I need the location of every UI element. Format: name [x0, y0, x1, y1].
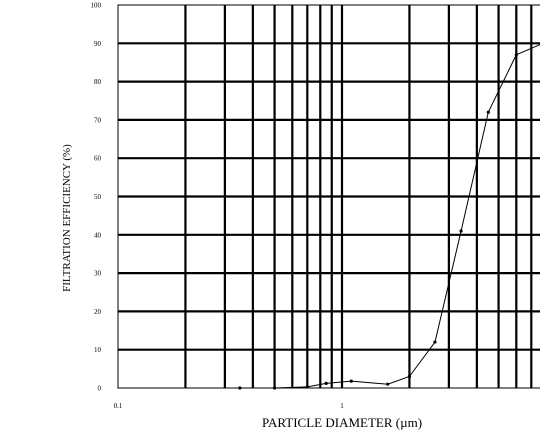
data-point — [514, 53, 518, 57]
y-tick-label: 60 — [94, 155, 102, 163]
data-point — [486, 110, 490, 114]
x-tick-label: 0.1 — [114, 402, 123, 410]
x-tick-label: 1 — [340, 402, 344, 410]
data-point — [324, 381, 328, 386]
data-point — [433, 340, 437, 344]
y-tick-label: 100 — [91, 2, 102, 10]
series-layer — [238, 44, 540, 390]
gridlines — [118, 5, 540, 388]
plot-frame — [117, 4, 540, 389]
y-tick-label: 70 — [94, 116, 102, 124]
data-point — [386, 382, 390, 386]
y-tick-label: 0 — [98, 385, 102, 393]
x-tick-labels: 0.1 1 — [114, 402, 345, 410]
y-axis-title: FILTRATION EFFICIENCY (%) — [61, 144, 73, 292]
data-point — [349, 379, 353, 383]
y-tick-label: 90 — [94, 40, 102, 48]
series-line — [239, 44, 540, 389]
data-point — [459, 229, 463, 233]
data-point — [272, 386, 277, 390]
y-tick-label: 50 — [94, 193, 102, 201]
y-tick-label: 10 — [94, 346, 102, 354]
y-tick-label: 80 — [94, 78, 102, 86]
y-tick-label: 20 — [94, 308, 102, 316]
x-axis-title: PARTICLE DIAMETER (µm) — [262, 415, 422, 430]
data-point — [305, 385, 309, 389]
y-tick-label: 40 — [94, 231, 102, 239]
data-point — [407, 374, 412, 379]
y-tick-labels: 0 10 20 30 40 50 60 70 80 90 100 — [91, 2, 102, 393]
y-tick-label: 30 — [94, 270, 102, 278]
data-point — [238, 386, 242, 390]
